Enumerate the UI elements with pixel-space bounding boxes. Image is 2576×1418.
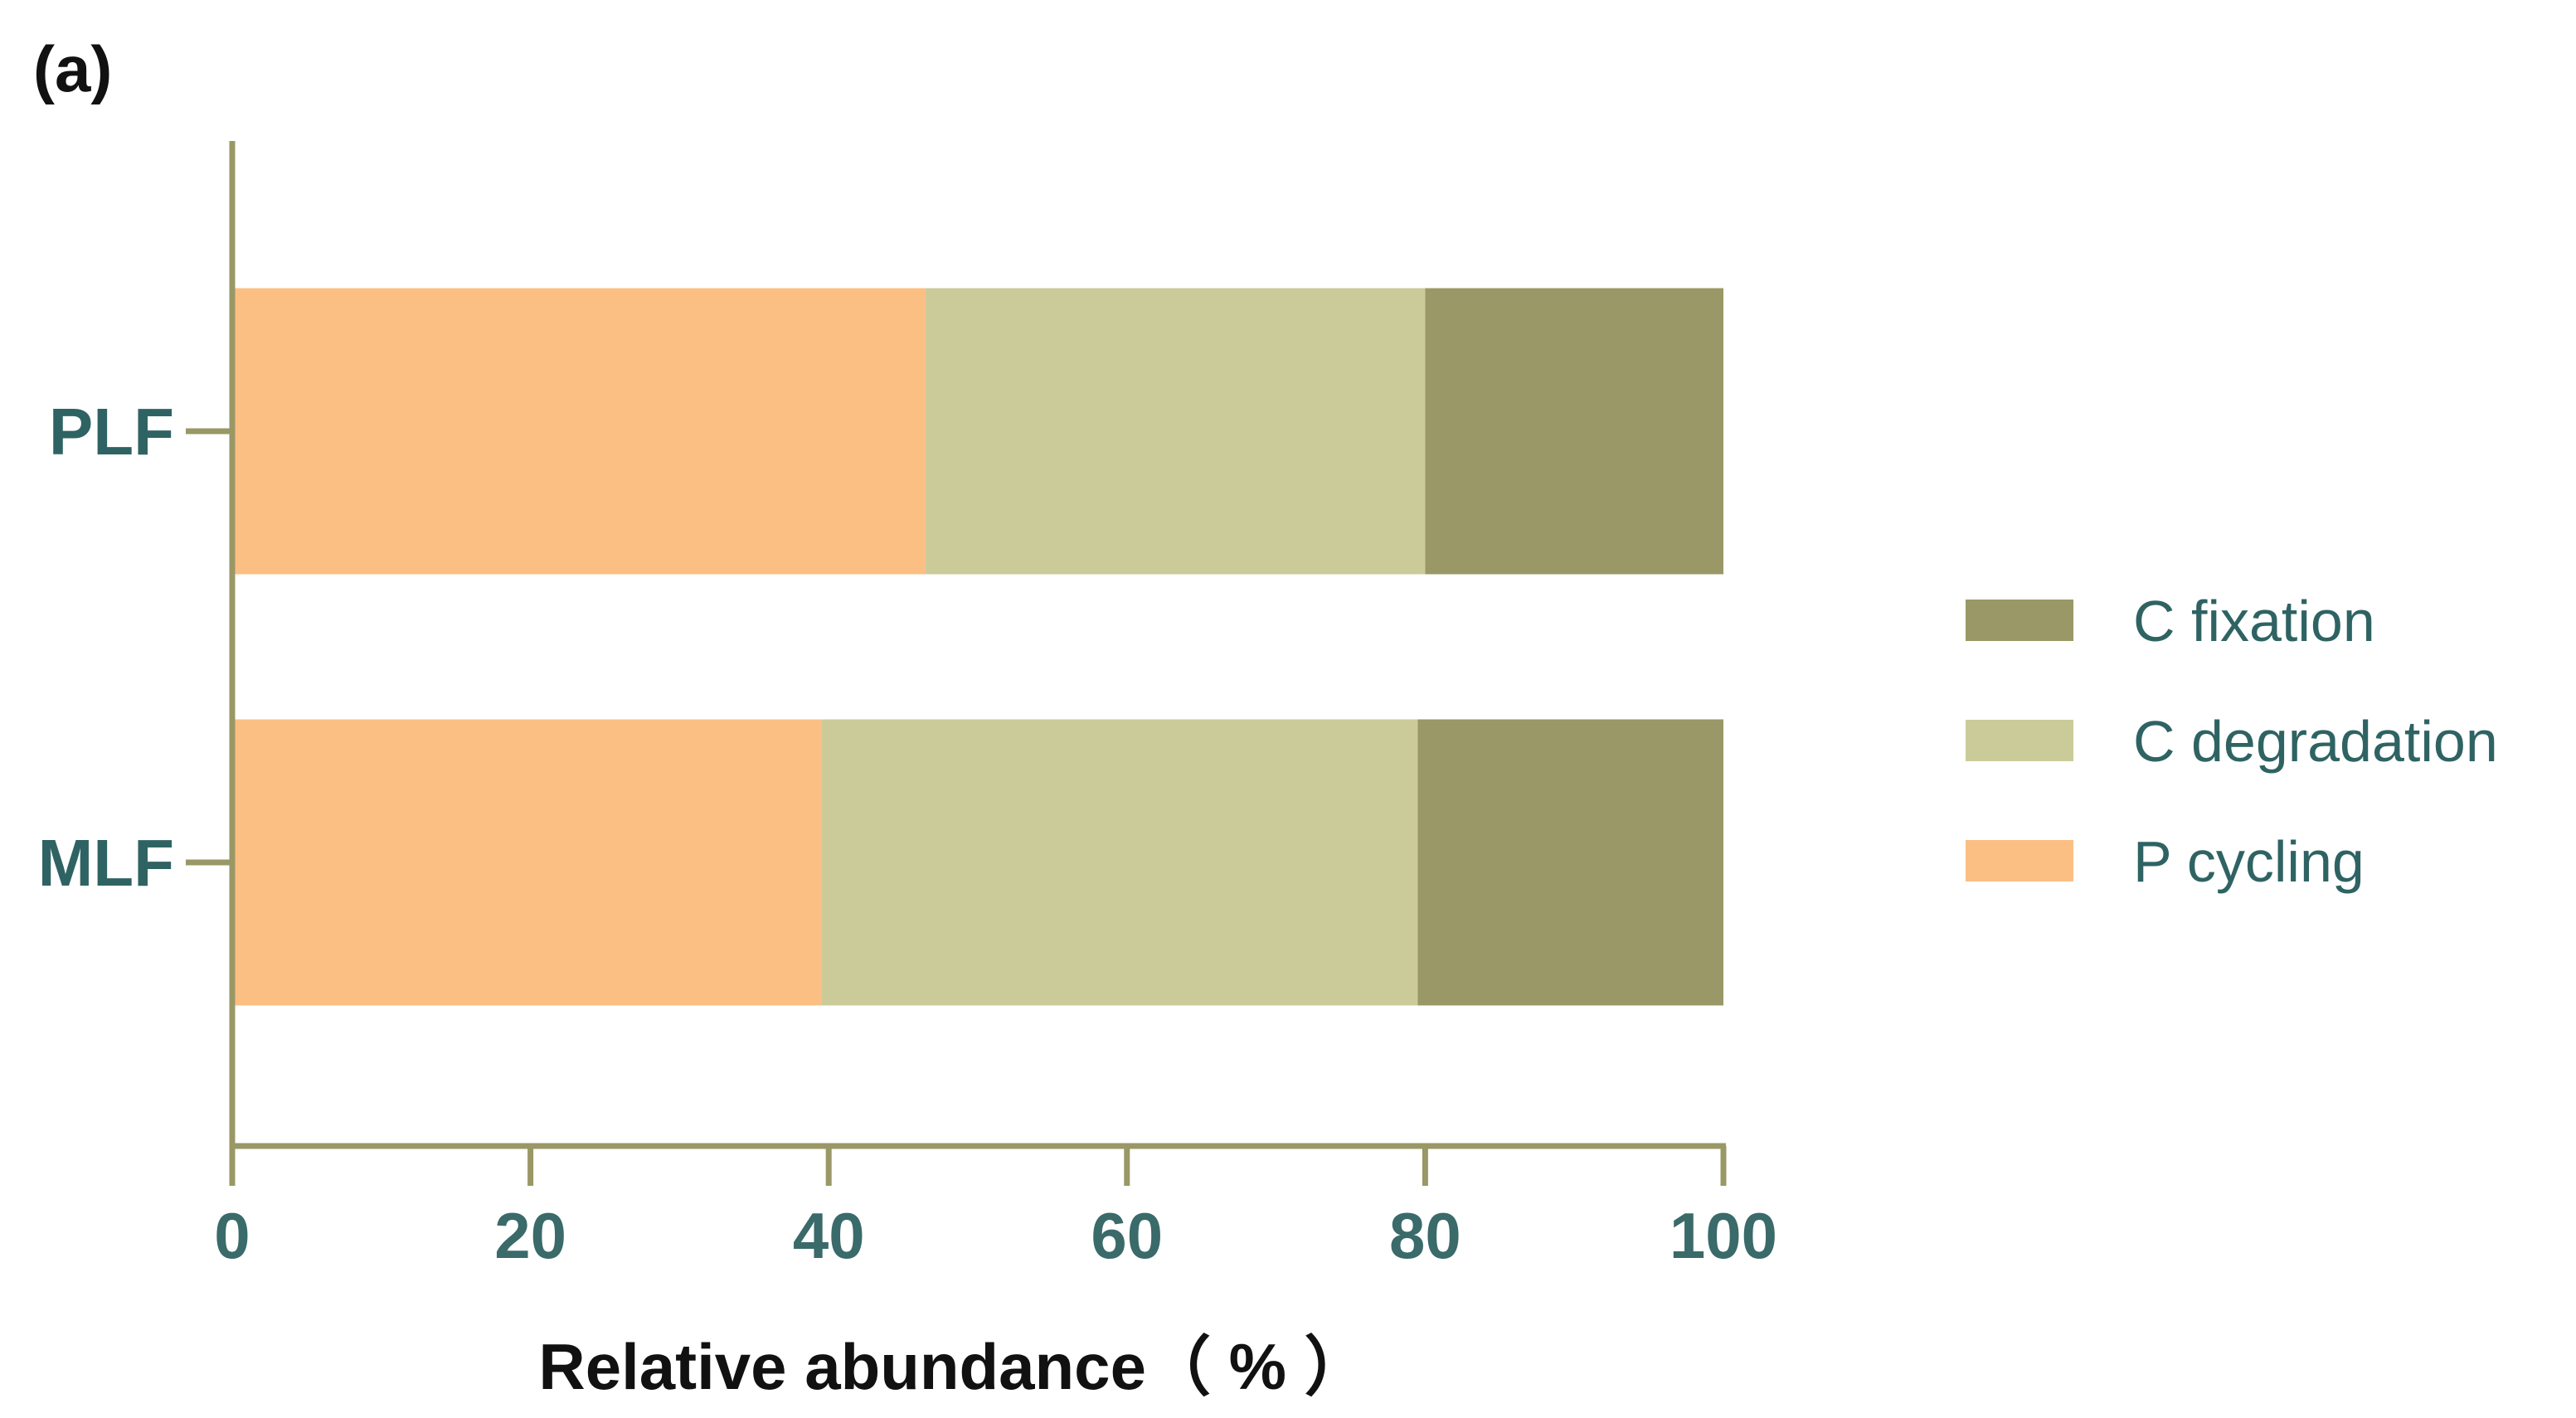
x-tick-label-20: 20 bbox=[494, 1199, 566, 1272]
bar-mlf-c-fixation bbox=[1417, 719, 1723, 1006]
bar-mlf-c-degradation bbox=[821, 719, 1418, 1006]
legend-label-c-fixation: C fixation bbox=[2133, 589, 2375, 653]
legend: C fixation C degradation P cycling bbox=[1966, 589, 2498, 894]
legend-label-c-degradation: C degradation bbox=[2133, 709, 2498, 774]
bars-group bbox=[232, 288, 1723, 1006]
x-tick-label-60: 60 bbox=[1091, 1199, 1163, 1272]
x-tick-label-100: 100 bbox=[1670, 1199, 1777, 1272]
y-tick-label-mlf: MLF bbox=[38, 826, 174, 900]
legend-swatch-p-cycling bbox=[1966, 840, 2073, 881]
legend-label-p-cycling: P cycling bbox=[2133, 829, 2365, 894]
legend-swatch-c-fixation bbox=[1966, 600, 2073, 641]
panel-label: (a) bbox=[33, 32, 112, 105]
legend-swatch-c-degradation bbox=[1966, 720, 2073, 761]
bar-plf-c-fixation bbox=[1425, 288, 1723, 575]
x-tick-label-0: 0 bbox=[214, 1199, 250, 1272]
x-tick-label-80: 80 bbox=[1389, 1199, 1461, 1272]
bar-plf-p-cycling bbox=[232, 288, 926, 575]
axes-group: PLF MLF 0 20 40 60 80 100 bbox=[38, 141, 1777, 1272]
bar-plf-c-degradation bbox=[926, 288, 1426, 575]
y-tick-label-plf: PLF bbox=[49, 395, 174, 469]
x-tick-label-40: 40 bbox=[793, 1199, 865, 1272]
x-axis-title: Relative abundance（ % ） bbox=[538, 1330, 1368, 1403]
bar-mlf-p-cycling bbox=[232, 719, 822, 1006]
